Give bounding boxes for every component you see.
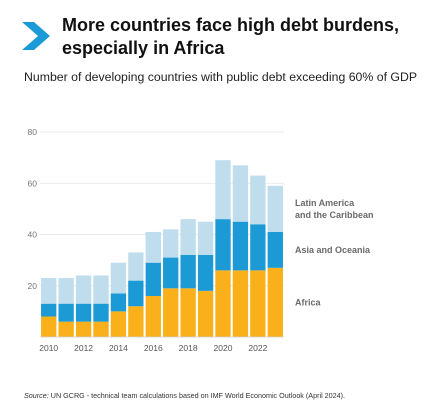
x-tick-label: 2014 [109, 343, 128, 353]
x-tick-label: 2020 [214, 343, 233, 353]
series-label-line: Asia and Oceania [295, 245, 371, 255]
series-label: Asia and Oceania [295, 245, 371, 255]
bar-segment [93, 275, 109, 304]
bar-segment [163, 257, 179, 289]
stacked-bar-chart: 20 40 60 80 2010 2012 2014 2016 2018 2020 2022 Afri… [28, 127, 374, 353]
bar-segment [197, 290, 214, 337]
bar-segment [267, 185, 283, 232]
series-label: Latin America and the Caribbean [295, 198, 374, 220]
bar-segment [197, 255, 214, 291]
bar-segment [75, 303, 92, 322]
x-tick-label: 2016 [144, 343, 163, 353]
bar-segment [93, 321, 109, 337]
bar-segment [128, 252, 144, 281]
source-text: UN GCRG - technical team calculations ba… [50, 391, 346, 400]
series-label-line: and the Caribbean [295, 210, 374, 220]
chevron-right-icon [22, 22, 50, 50]
bar-segment [93, 303, 109, 322]
source-note: Source: UN GCRG - technical team calcula… [24, 391, 345, 400]
bar-segment [41, 303, 57, 317]
x-tick-label: 2022 [248, 343, 267, 353]
bar-segment [180, 255, 196, 289]
x-tick-label: 2018 [179, 343, 198, 353]
bar-segment [250, 270, 266, 337]
bar-segment [180, 288, 196, 337]
title-line-1: More countries face high debt burdens, [62, 15, 400, 35]
bar-segment [163, 288, 179, 337]
bar-segment [128, 280, 144, 307]
bar-segment [58, 278, 74, 304]
bar-segment [145, 262, 161, 296]
bar-segment [41, 316, 57, 337]
bar-segment [232, 270, 249, 337]
series-label: Africa [295, 297, 322, 307]
bar-segment [267, 267, 283, 337]
bar-segment [250, 175, 266, 225]
bar-segment [110, 293, 127, 312]
y-tick-label: 60 [28, 178, 38, 188]
bar-segment [41, 278, 57, 304]
x-tick-label: 2012 [74, 343, 93, 353]
chart-subtitle: Number of developing countries with publ… [24, 70, 418, 84]
y-tick-label: 80 [28, 127, 38, 137]
series-label-line: Latin America [295, 198, 355, 208]
bar-segment [145, 231, 161, 263]
x-tick-label: 2010 [39, 343, 58, 353]
header: More countries face high debt burdens, e… [22, 14, 422, 60]
bar-segment [58, 303, 74, 322]
bar-segment [110, 262, 127, 294]
source-label: Source: [24, 391, 49, 400]
bar-segment [58, 321, 74, 337]
bar-segment [232, 221, 249, 271]
bar-segment [75, 321, 92, 337]
title-line-2: especially in Africa [62, 38, 225, 58]
y-tick-label: 40 [28, 230, 38, 240]
bar-segment [232, 165, 249, 222]
bar-segment [163, 229, 179, 258]
bar-segment [215, 219, 231, 271]
bar-segment [197, 221, 214, 255]
chart-title: More countries face high debt burdens, e… [62, 14, 422, 60]
bar-segment [75, 275, 92, 304]
bar-segment [250, 224, 266, 271]
bar-segment [145, 296, 161, 337]
bar-segment [267, 231, 283, 268]
series-label-line: Africa [295, 297, 322, 307]
y-tick-label: 20 [28, 281, 38, 291]
bar-segment [215, 270, 231, 337]
bar-segment [180, 219, 196, 255]
bar-segment [128, 306, 144, 337]
bar-segment [110, 311, 127, 337]
bar-segment [215, 160, 231, 220]
